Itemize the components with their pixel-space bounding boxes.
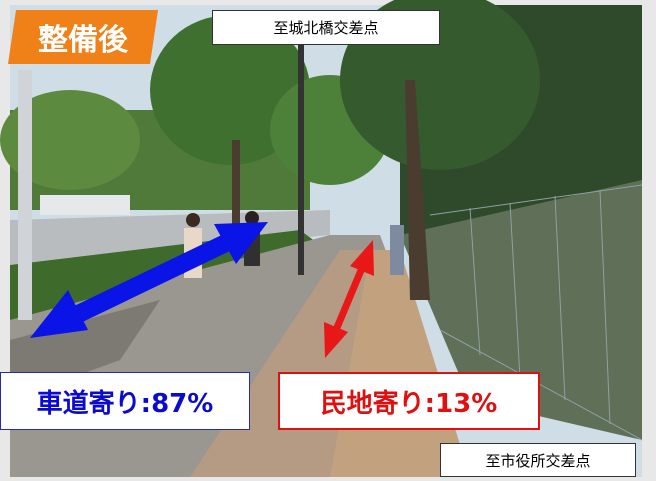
red-arrow — [324, 240, 374, 358]
trunk — [232, 140, 240, 250]
fence-post — [469, 207, 481, 356]
arrow-head — [324, 322, 348, 358]
arrow-head — [214, 222, 268, 264]
fence-rail — [429, 184, 643, 216]
private-side-share: 民地寄り:13% — [278, 372, 540, 430]
blue-arrow — [30, 222, 268, 338]
fence-post — [599, 189, 611, 425]
badge: 整備後 — [8, 10, 158, 64]
tree — [0, 90, 140, 190]
bottom-label: 至市役所交差点 — [440, 443, 636, 477]
arrow-shaft — [332, 266, 366, 332]
badge-shape — [8, 10, 158, 64]
arrow-head — [350, 240, 374, 276]
bus — [40, 195, 130, 215]
person — [390, 225, 404, 275]
person — [245, 211, 259, 225]
top-label: 至城北橋交差点 — [212, 10, 440, 45]
arrow-shaft — [66, 231, 236, 327]
pole — [18, 70, 32, 320]
fence-post — [554, 195, 566, 401]
tree — [150, 15, 310, 165]
fence — [429, 184, 643, 441]
person — [186, 213, 200, 227]
arrow-head — [30, 290, 88, 338]
roadside-share: 車道寄り:87% — [0, 372, 250, 430]
trunk — [405, 80, 430, 300]
badge-text: 整備後 — [38, 23, 128, 58]
pole — [298, 30, 304, 275]
badge-fill — [8, 10, 158, 64]
fence-post — [509, 202, 521, 379]
fence-rail — [439, 329, 643, 441]
